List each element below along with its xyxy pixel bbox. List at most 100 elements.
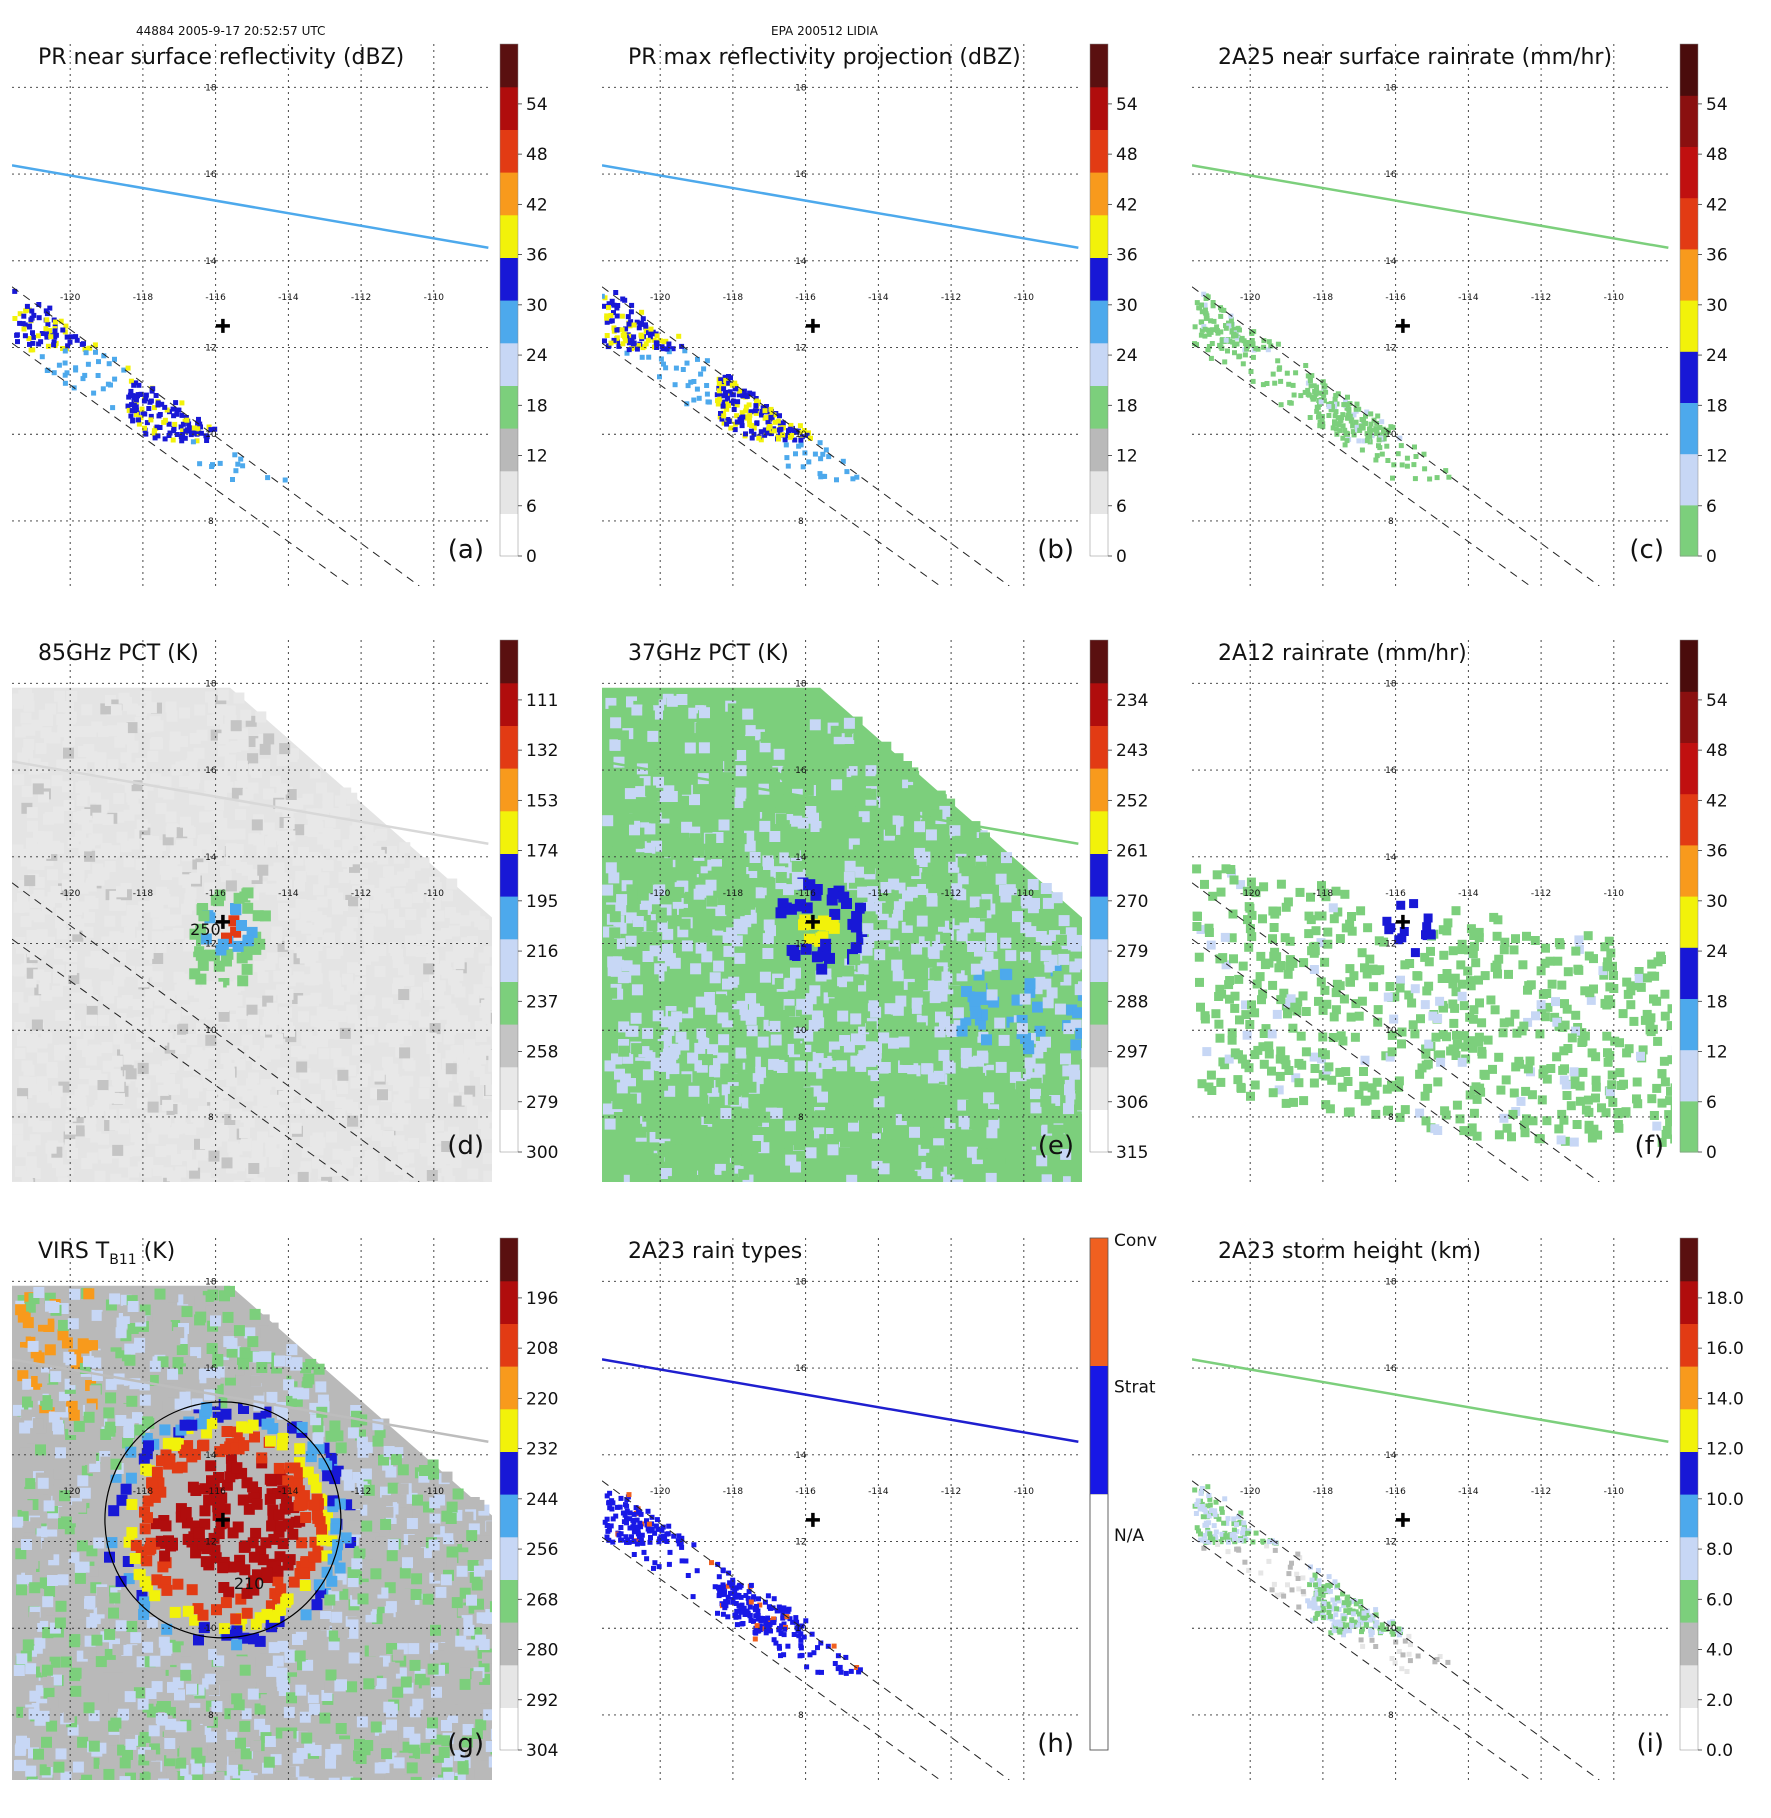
- data-cell: [943, 1153, 954, 1164]
- data-cell: [656, 908, 667, 919]
- data-cell: [236, 1086, 247, 1097]
- lat-tick: 16: [795, 766, 807, 776]
- data-cell: [53, 328, 58, 333]
- data-cell: [84, 350, 89, 355]
- data-cell: [809, 1020, 820, 1031]
- data-cell: [1285, 371, 1290, 376]
- data-cell: [609, 927, 620, 938]
- data-cell: [483, 1171, 494, 1182]
- data-cell: [37, 1052, 48, 1063]
- data-cell: [1205, 347, 1210, 352]
- data-cell: [908, 785, 919, 796]
- data-cell: [1031, 1115, 1042, 1126]
- colorbar-tick: 36: [1706, 246, 1728, 266]
- lat-tick: 8: [798, 517, 804, 527]
- data-cell: [602, 885, 613, 896]
- data-cell: [1557, 1135, 1566, 1144]
- data-cell: [889, 1140, 900, 1151]
- data-cell: [707, 936, 718, 947]
- data-cell: [712, 867, 723, 878]
- data-cell: [891, 960, 902, 971]
- data-cell: [689, 833, 700, 844]
- colorbar-segment: [1680, 300, 1698, 352]
- data-cell: [1649, 995, 1658, 1004]
- data-cell: [676, 334, 681, 339]
- data-cell: [1334, 426, 1339, 431]
- data-cell: [1287, 400, 1292, 405]
- data-cell: [1629, 1017, 1638, 1026]
- data-cell: [1292, 393, 1297, 398]
- data-cell: [975, 981, 986, 992]
- data-cell: [1020, 994, 1031, 1005]
- data-cell: [740, 410, 745, 415]
- data-cell: [604, 316, 609, 321]
- data-cell: [1354, 420, 1359, 425]
- data-cell: [940, 933, 951, 944]
- data-cell: [278, 846, 289, 857]
- data-cell: [1522, 932, 1531, 941]
- data-cell: [196, 417, 201, 422]
- data-cell: [765, 895, 776, 906]
- data-cell: [1427, 477, 1432, 482]
- data-cell: [952, 1179, 963, 1190]
- data-cell: [68, 837, 79, 848]
- data-cell: [1355, 1012, 1364, 1021]
- data-cell: [763, 877, 774, 888]
- data-cell: [1341, 423, 1346, 428]
- data-cell: [747, 1025, 758, 1036]
- data-cell: [403, 975, 414, 986]
- data-cell: [22, 1061, 33, 1072]
- colorbar-tick: 300: [526, 1143, 558, 1163]
- colorbar-tick: 306: [1116, 1093, 1148, 1113]
- colorbar-segment: [1090, 343, 1108, 386]
- data-cell: [255, 711, 266, 722]
- data-cell: [1571, 1011, 1580, 1020]
- lon-tick: -118: [1313, 293, 1334, 303]
- data-cell: [482, 1025, 493, 1036]
- data-cell: [190, 733, 201, 744]
- data-cell: [1370, 428, 1375, 433]
- data-cell: [1604, 995, 1613, 1004]
- data-cell: [939, 835, 950, 846]
- data-cell: [731, 1034, 742, 1045]
- colorbar-tick: 195: [526, 892, 558, 912]
- data-cell: [813, 452, 818, 457]
- data-cell: [623, 814, 634, 825]
- colorbar-tick: 252: [1116, 791, 1148, 811]
- data-cell: [1503, 1124, 1512, 1133]
- data-cell: [1249, 369, 1254, 374]
- data-cell: [130, 418, 135, 423]
- data-cell: [896, 1079, 907, 1090]
- data-cell: [647, 731, 658, 742]
- data-cell: [699, 707, 710, 718]
- data-cell: [226, 880, 237, 891]
- data-cell: [676, 694, 687, 705]
- data-cell: [28, 996, 39, 1007]
- data-cell: [697, 396, 702, 401]
- data-cell: [865, 911, 876, 922]
- data-cell: [135, 758, 146, 769]
- data-cell: [696, 997, 707, 1008]
- data-cell: [350, 873, 361, 884]
- lat-tick: 18: [1385, 83, 1397, 93]
- data-cell: [802, 450, 807, 455]
- data-cell: [1319, 399, 1324, 404]
- data-cell: [831, 966, 842, 977]
- data-cell: [878, 968, 889, 979]
- data-cell: [1040, 1096, 1051, 1107]
- data-cell: [981, 1034, 992, 1045]
- data-cell: [947, 1164, 958, 1175]
- data-cell: [1016, 1181, 1027, 1192]
- data-cell: [836, 1060, 847, 1071]
- data-cell: [643, 1089, 654, 1100]
- data-cell: [691, 398, 696, 403]
- lon-tick: -114: [278, 293, 299, 303]
- data-cell: [313, 1036, 324, 1047]
- data-cell: [84, 851, 95, 862]
- data-cell: [1488, 1065, 1497, 1074]
- data-cell: [1234, 333, 1239, 338]
- data-cell: [1222, 359, 1227, 364]
- data-cell: [92, 864, 103, 875]
- data-cell: [816, 1042, 827, 1053]
- lat-tick: 12: [795, 940, 806, 950]
